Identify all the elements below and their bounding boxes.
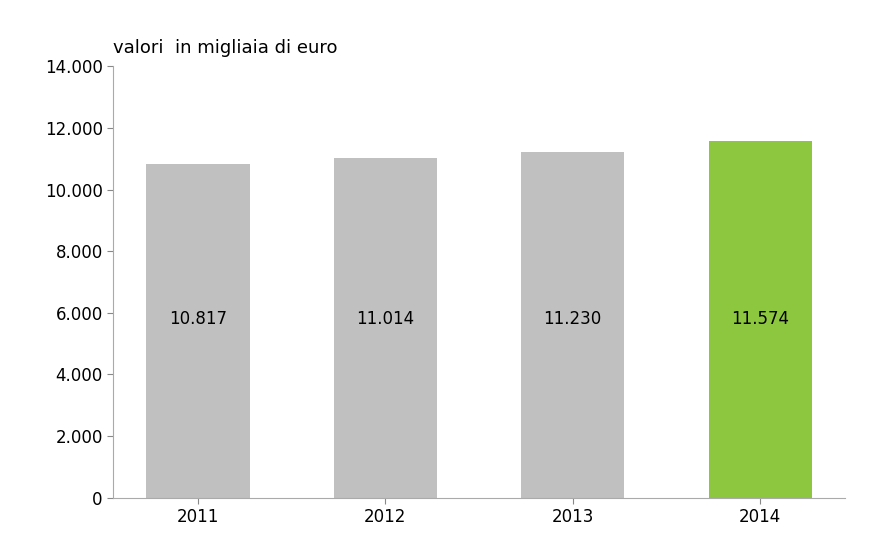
Bar bbox=[521, 152, 625, 498]
Text: 11.014: 11.014 bbox=[356, 310, 415, 328]
Bar bbox=[146, 164, 249, 498]
Bar bbox=[334, 158, 437, 498]
Text: 10.817: 10.817 bbox=[169, 310, 227, 328]
Text: 11.230: 11.230 bbox=[544, 310, 602, 328]
Bar bbox=[709, 141, 812, 498]
Text: 11.574: 11.574 bbox=[731, 310, 789, 328]
Text: valori  in migliaia di euro: valori in migliaia di euro bbox=[113, 39, 338, 57]
